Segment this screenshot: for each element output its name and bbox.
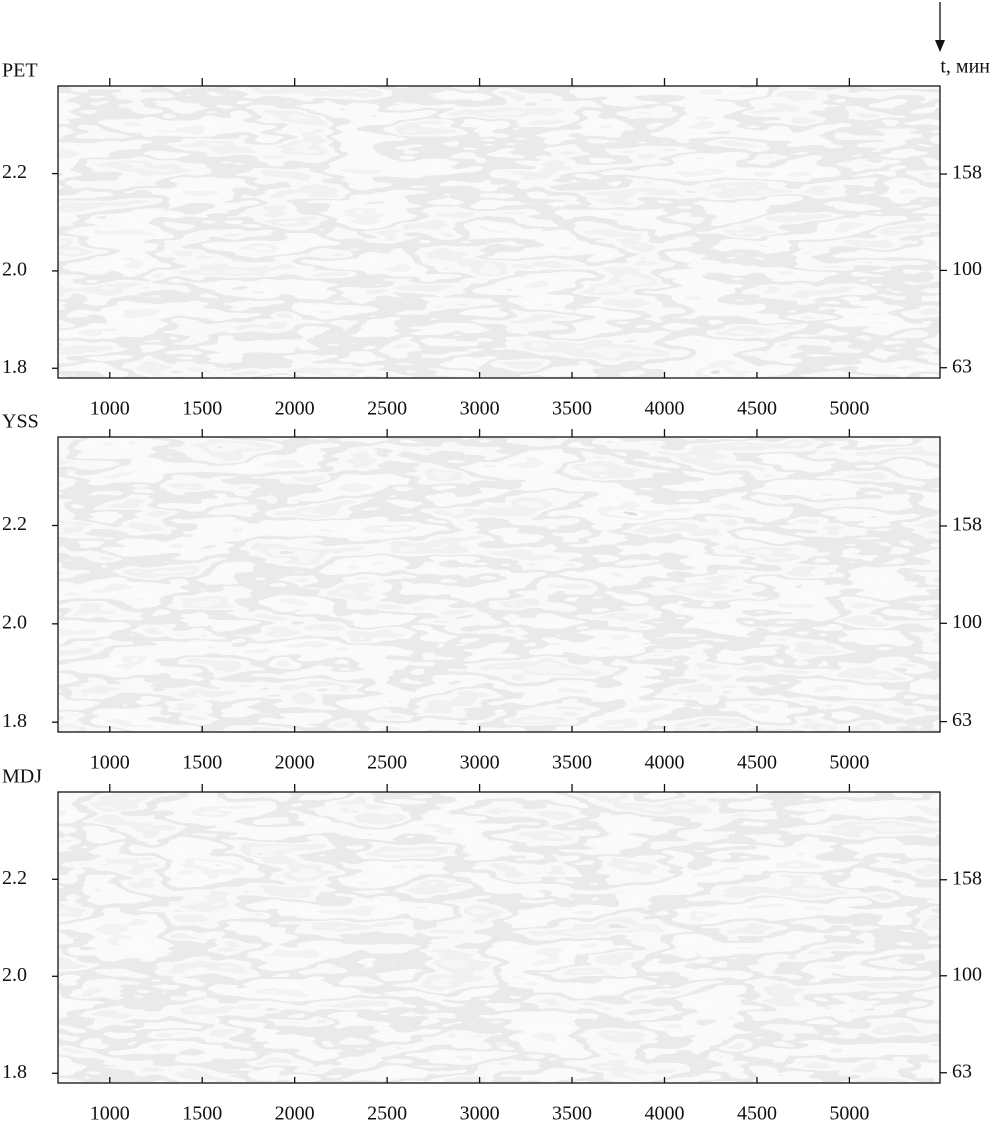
y-tick-label: 2.2 bbox=[2, 513, 27, 535]
x-tick-label: 4000 bbox=[644, 752, 684, 774]
y2-tick-label: 158 bbox=[952, 867, 982, 889]
x-tick-label: 3500 bbox=[552, 1103, 592, 1125]
x-tick-label: 5000 bbox=[829, 752, 869, 774]
y-tick-label: 2.0 bbox=[2, 611, 27, 633]
y2-tick-label: 63 bbox=[952, 709, 972, 731]
plot-frame bbox=[57, 85, 941, 379]
y2-tick-label: 100 bbox=[952, 258, 982, 280]
x-tick-label: 2000 bbox=[275, 1103, 315, 1125]
y-tick-label: 2.0 bbox=[2, 964, 27, 986]
y-tick-label: 2.0 bbox=[2, 259, 27, 281]
y-tick-label: 2.2 bbox=[2, 161, 27, 183]
y-tick-label: 1.8 bbox=[2, 1061, 27, 1083]
x-tick-label: 3500 bbox=[552, 398, 592, 420]
x-tick-label: 4500 bbox=[737, 752, 777, 774]
y-tick-label: 2.2 bbox=[2, 867, 27, 889]
heatmap-texture bbox=[58, 86, 940, 378]
x-tick-label: 4500 bbox=[737, 398, 777, 420]
y2-tick-label: 100 bbox=[952, 611, 982, 633]
x-tick-label: 2500 bbox=[367, 398, 407, 420]
y2-tick-label: 158 bbox=[952, 514, 982, 536]
y2-tick-label: 63 bbox=[952, 355, 972, 377]
y2-tick-label: 63 bbox=[952, 1060, 972, 1082]
x-tick-label: 2500 bbox=[367, 1103, 407, 1125]
x-tick-label: 2000 bbox=[275, 752, 315, 774]
y2-axis-label: t, мин bbox=[940, 56, 990, 78]
x-tick-label: 3500 bbox=[552, 752, 592, 774]
x-tick-label: 2500 bbox=[367, 752, 407, 774]
panel-title: YSS bbox=[2, 411, 39, 433]
y2-tick-label: 100 bbox=[952, 963, 982, 985]
plot-frame bbox=[57, 791, 941, 1084]
x-tick-label: 5000 bbox=[829, 1103, 869, 1125]
y-tick-label: 1.8 bbox=[2, 710, 27, 732]
time-arrow-head bbox=[935, 40, 945, 52]
x-tick-label: 4000 bbox=[644, 1103, 684, 1125]
panel-title: MDJ bbox=[2, 766, 42, 788]
x-tick-label: 1000 bbox=[90, 1103, 130, 1125]
panel-title: PET bbox=[2, 60, 38, 82]
x-tick-label: 1500 bbox=[182, 398, 222, 420]
x-tick-label: 1000 bbox=[90, 398, 130, 420]
y-tick-label: 1.8 bbox=[2, 356, 27, 378]
heatmap-texture bbox=[58, 792, 940, 1083]
x-tick-label: 3000 bbox=[460, 752, 500, 774]
x-tick-label: 1000 bbox=[90, 752, 130, 774]
x-tick-label: 3000 bbox=[460, 398, 500, 420]
y2-tick-label: 158 bbox=[952, 162, 982, 184]
x-tick-label: 4000 bbox=[644, 398, 684, 420]
x-tick-label: 1500 bbox=[182, 752, 222, 774]
plot-frame bbox=[57, 436, 941, 733]
x-tick-label: 5000 bbox=[829, 398, 869, 420]
x-tick-label: 1500 bbox=[182, 1103, 222, 1125]
x-tick-label: 4500 bbox=[737, 1103, 777, 1125]
x-tick-label: 2000 bbox=[275, 398, 315, 420]
heatmap-texture bbox=[58, 437, 940, 732]
x-tick-label: 3000 bbox=[460, 1103, 500, 1125]
